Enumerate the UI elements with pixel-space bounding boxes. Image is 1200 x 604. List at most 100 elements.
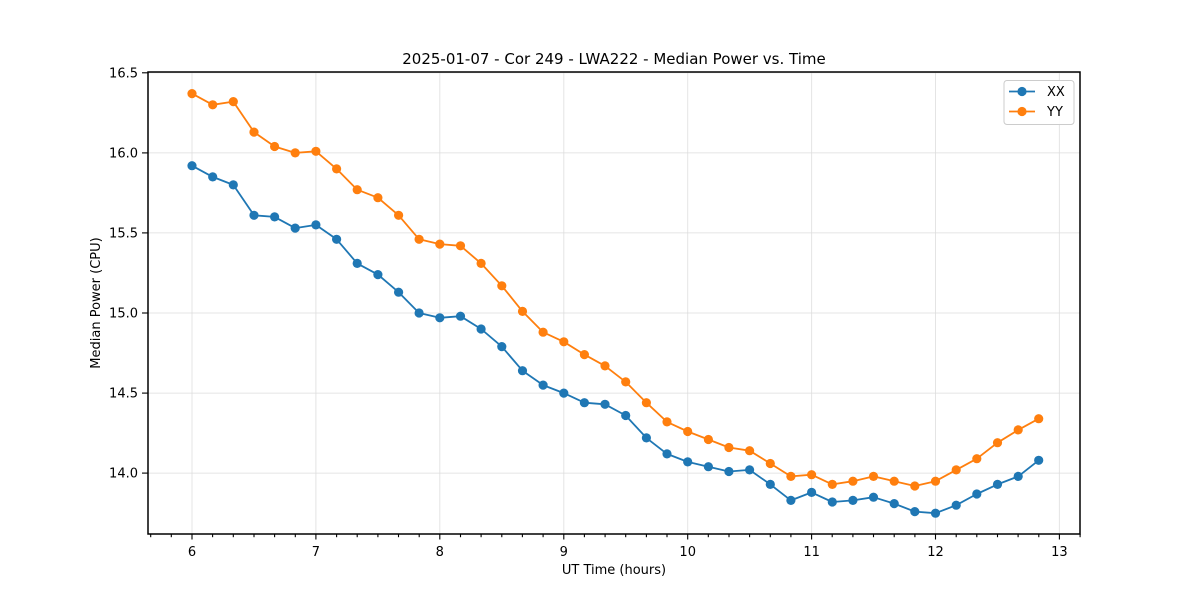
data-point-xx xyxy=(538,380,548,390)
data-point-yy xyxy=(703,434,714,445)
data-point-xx xyxy=(332,234,342,244)
data-point-yy xyxy=(538,327,548,337)
data-point-xx xyxy=(600,399,610,409)
data-point-xx xyxy=(621,410,631,421)
chart-title: 2025-01-07 - Cor 249 - LWA222 - Median P… xyxy=(402,50,826,68)
x-axis-label: UT Time (hours) xyxy=(562,563,666,578)
y-tick-label: 16.0 xyxy=(109,146,138,161)
data-point-xx xyxy=(745,465,755,475)
plot-border xyxy=(147,71,1081,535)
data-point-xx xyxy=(455,311,466,321)
legend-marker xyxy=(1017,86,1027,97)
data-point-yy xyxy=(910,481,920,491)
data-point-xx xyxy=(187,161,197,171)
data-point-yy xyxy=(641,398,652,408)
data-point-yy xyxy=(373,193,383,203)
data-point-xx xyxy=(641,433,652,443)
data-point-yy xyxy=(270,141,280,152)
data-point-xx xyxy=(352,258,362,268)
data-point-xx xyxy=(579,398,590,408)
data-point-xx xyxy=(807,487,817,497)
data-point-xx xyxy=(786,495,796,505)
x-tick-label: 6 xyxy=(188,545,196,560)
data-point-xx xyxy=(497,342,507,352)
data-point-yy xyxy=(1034,414,1044,424)
legend: XX YY xyxy=(1003,80,1075,125)
data-point-xx xyxy=(249,210,259,220)
grid-layer xyxy=(148,72,1080,534)
data-point-yy xyxy=(765,458,775,469)
data-point-xx xyxy=(435,313,445,323)
data-point-yy xyxy=(930,476,941,486)
data-point-yy xyxy=(1013,425,1023,435)
data-point-yy xyxy=(951,465,961,475)
data-point-xx xyxy=(992,479,1003,489)
data-point-xx xyxy=(559,388,569,398)
data-point-yy xyxy=(414,234,424,244)
data-point-xx xyxy=(972,489,982,499)
data-point-xx xyxy=(703,462,714,472)
data-point-xx xyxy=(290,223,300,233)
data-point-yy xyxy=(848,476,858,486)
data-point-xx xyxy=(951,500,961,510)
data-point-yy xyxy=(455,241,466,251)
data-point-yy xyxy=(476,258,486,268)
data-point-xx xyxy=(373,270,383,280)
data-point-yy xyxy=(745,446,755,456)
data-point-yy xyxy=(435,239,445,249)
tick-layer: 6 7 8 9 10 11 12 13 14.0 14.5 15.0 15.5 16.0 16.5 xyxy=(109,66,1081,560)
legend-label-yy: YY xyxy=(1046,105,1063,120)
data-point-xx xyxy=(910,507,920,517)
data-point-xx xyxy=(476,324,486,334)
data-point-yy xyxy=(600,361,610,371)
data-point-xx xyxy=(868,492,879,502)
data-point-yy xyxy=(517,306,528,316)
data-point-xx xyxy=(724,466,734,477)
data-point-xx xyxy=(848,495,858,505)
data-point-yy xyxy=(579,350,590,360)
data-point-xx xyxy=(270,212,280,222)
data-point-yy xyxy=(249,127,259,137)
data-point-yy xyxy=(724,442,734,453)
y-tick-label: 14.0 xyxy=(109,467,138,482)
x-tick-label: 7 xyxy=(312,545,320,560)
legend-marker xyxy=(1017,106,1027,117)
y-tick-label: 16.5 xyxy=(109,66,138,81)
data-point-yy xyxy=(972,454,982,464)
data-point-xx xyxy=(228,180,238,190)
data-point-yy xyxy=(786,471,796,481)
data-point-yy xyxy=(992,438,1003,448)
data-point-yy xyxy=(889,476,899,486)
data-point-xx xyxy=(1034,455,1044,465)
x-tick-label: 8 xyxy=(436,545,444,560)
data-point-xx xyxy=(517,366,528,376)
series-line-xx xyxy=(191,164,1040,515)
data-point-yy xyxy=(311,146,321,156)
data-point-xx xyxy=(930,508,941,518)
x-tick-label: 12 xyxy=(927,545,944,560)
data-point-yy xyxy=(868,471,879,481)
series-layer xyxy=(187,89,1044,518)
x-tick-label: 9 xyxy=(560,545,568,560)
data-point-xx xyxy=(311,220,321,230)
data-point-yy xyxy=(352,185,362,195)
data-point-yy xyxy=(228,97,238,107)
y-axis-label: Median Power (CPU) xyxy=(89,237,104,368)
data-point-yy xyxy=(827,479,837,489)
data-point-yy xyxy=(332,164,342,174)
data-point-xx xyxy=(889,499,899,509)
data-point-xx xyxy=(414,308,424,318)
y-tick-label: 15.5 xyxy=(109,226,138,241)
data-point-xx xyxy=(765,479,775,489)
data-point-yy xyxy=(621,377,631,387)
y-tick-label: 15.0 xyxy=(109,307,138,322)
x-tick-label: 13 xyxy=(1051,545,1068,560)
data-point-xx xyxy=(662,449,672,459)
data-point-yy xyxy=(394,210,404,220)
y-tick-label: 14.5 xyxy=(109,387,138,402)
data-point-yy xyxy=(290,148,300,158)
data-point-yy xyxy=(497,281,507,291)
data-point-yy xyxy=(683,426,693,437)
data-point-yy xyxy=(559,337,569,347)
data-point-yy xyxy=(662,417,672,427)
